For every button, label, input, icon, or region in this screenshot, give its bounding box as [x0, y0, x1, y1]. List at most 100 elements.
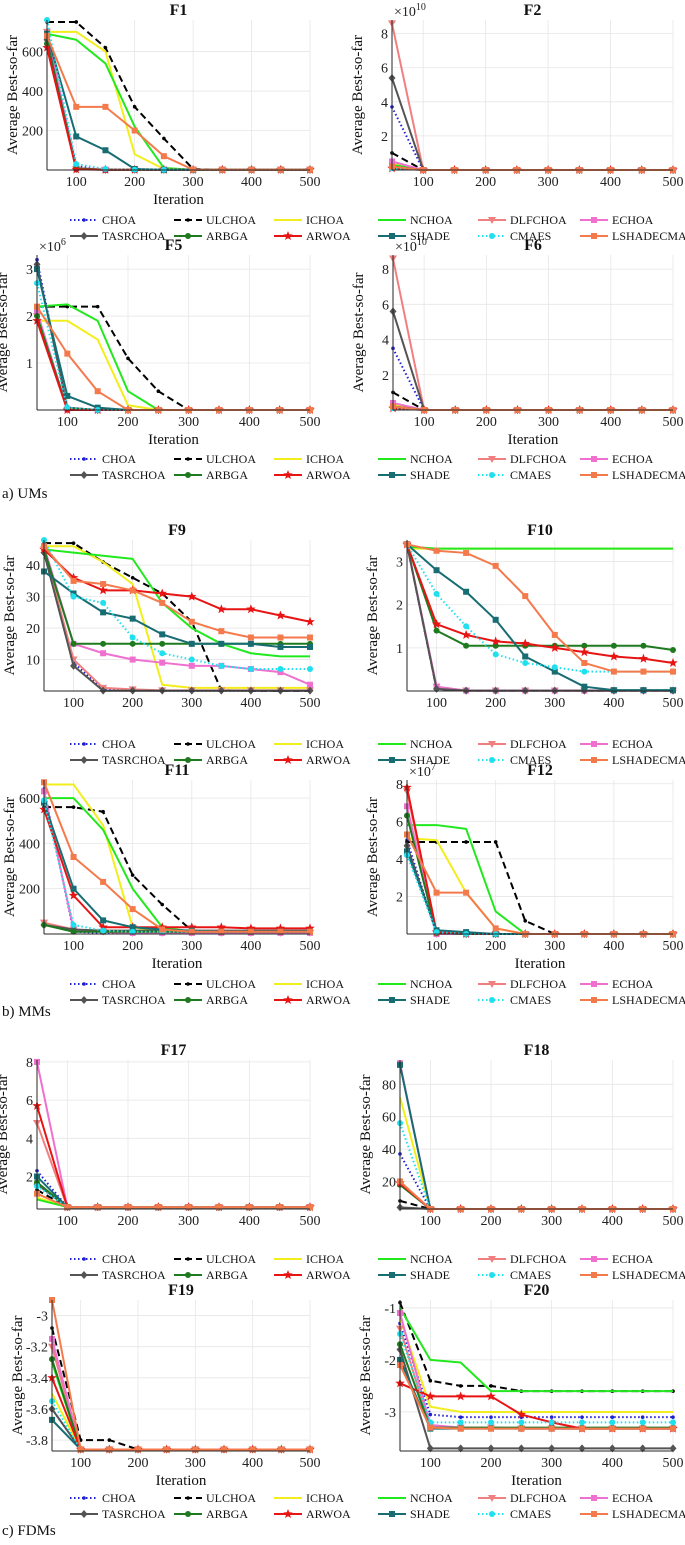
data-point-tasrchoa — [517, 1444, 525, 1453]
legend-marker-dlfchoa — [488, 217, 496, 224]
legend-label-lshadecma: LSHADECMA — [612, 993, 685, 1007]
legend-label-arbga: ARBGA — [206, 229, 248, 243]
chart-title: F11 — [165, 762, 190, 779]
legend-label-ichoa: ICHOA — [306, 452, 344, 466]
axis-exponent: ×1010 — [395, 237, 427, 255]
y-tick-label: 6 — [396, 815, 403, 830]
data-point-shade — [551, 668, 558, 675]
legend-label-tasrchoa: TASRCHOA — [102, 1268, 166, 1282]
y-tick-label: 4 — [26, 1132, 33, 1147]
legend-marker-shade — [389, 233, 395, 239]
data-point-tasrchoa — [578, 1444, 586, 1453]
data-point-lshadecma — [188, 618, 195, 625]
y-tick-label: 80 — [382, 1078, 396, 1093]
data-point-ulchoa — [103, 45, 108, 50]
data-point-lshadecma — [278, 1446, 285, 1453]
data-point-shade — [159, 631, 166, 638]
y-tick-label: 200 — [19, 883, 40, 898]
x-tick-label: 100 — [420, 1456, 441, 1471]
data-point-cmaes — [218, 662, 225, 669]
x-axis-label: Iteration — [508, 432, 559, 448]
data-point-cmaes — [129, 634, 136, 641]
x-tick-label: 300 — [181, 939, 202, 954]
x-axis-label: Iteration — [156, 1473, 207, 1489]
legend-label-arwoa: ARWOA — [306, 753, 351, 767]
y-axis-label: Average Best-so-far — [358, 1074, 374, 1194]
legend-marker-dlfchoa — [488, 981, 496, 988]
data-point-ulchoa — [160, 902, 165, 907]
x-tick-label: 400 — [600, 175, 621, 190]
data-point-lshadecma — [581, 659, 588, 666]
data-point-ulchoa — [74, 20, 79, 24]
x-tick-label: 400 — [600, 415, 621, 430]
data-point-lshadecma — [135, 1446, 141, 1453]
data-point-shade — [492, 616, 499, 623]
data-point-lshadecma — [579, 1425, 585, 1432]
data-point-arwoa — [431, 619, 442, 629]
y-tick-label: -3 — [36, 1310, 48, 1325]
data-point-arwoa — [305, 616, 315, 626]
legend-label-echoa: ECHOA — [612, 1491, 654, 1505]
legend-marker-tasrchoa — [80, 996, 88, 1004]
chart-title: F18 — [524, 1042, 550, 1059]
legend-marker-shade — [389, 1272, 395, 1278]
x-tick-label: 300 — [178, 1214, 199, 1229]
legend-label-dlfchoa: DLFCHOA — [510, 1491, 567, 1505]
y-tick-label: 400 — [22, 85, 43, 100]
chart-panel-f5: 100 200 300 400 500 1 2 3 F5 ×106 Average Best-so-… — [0, 237, 321, 448]
data-point-arwoa — [68, 572, 79, 582]
y-tick-label: -3.6 — [26, 1403, 48, 1418]
y-tick-label: 6 — [381, 62, 388, 77]
legend-marker-arwoa — [283, 755, 293, 765]
legend-marker-dlfchoa — [488, 741, 496, 748]
legend-marker-arbga — [185, 1511, 191, 1517]
x-tick-label: 100 — [413, 175, 434, 190]
legend-label-lshadecma: LSHADECMA — [612, 1268, 685, 1282]
legend-label-ulchoa: ULCHOA — [206, 213, 256, 227]
y-tick-label: 600 — [22, 46, 43, 61]
data-point-cmaes — [492, 651, 499, 658]
x-tick-label: 100 — [63, 939, 84, 954]
legend-marker-cmaes — [489, 1272, 495, 1278]
x-tick-label: 500 — [663, 696, 684, 711]
chart-title: F6 — [524, 237, 542, 254]
legend-label-tasrchoa: TASRCHOA — [102, 1507, 166, 1521]
data-point-cmaes — [102, 166, 109, 173]
plot-area — [37, 255, 310, 410]
y-axis-label: Average Best-so-far — [365, 555, 381, 675]
y-tick-label: 8 — [26, 1056, 33, 1071]
data-point-shade — [100, 917, 107, 924]
legend-label-ichoa: ICHOA — [306, 213, 344, 227]
legend-marker-choa — [82, 218, 86, 222]
data-point-lshadecma — [277, 928, 284, 935]
data-point-lshadecma — [94, 1204, 101, 1211]
series-line-shade — [43, 570, 310, 648]
legend-marker-echoa — [591, 1495, 597, 1501]
data-point-arbga — [463, 642, 470, 649]
chart-panel-f17: 100 200 300 400 500 2 4 6 8 F17 Average Best-so-fa… — [0, 1042, 321, 1229]
data-point-shade — [102, 147, 109, 154]
series-line-lshadecma — [51, 1299, 310, 1451]
legend-label-choa: CHOA — [102, 977, 136, 991]
data-point-shade — [670, 687, 676, 694]
legend-label-ulchoa: ULCHOA — [206, 737, 256, 751]
data-point-cmaes — [488, 1419, 494, 1426]
data-point-lshadecma — [163, 1446, 170, 1453]
legend-marker-tasrchoa — [80, 1271, 88, 1279]
data-point-lshadecma — [100, 581, 107, 588]
y-tick-label: 4 — [396, 853, 403, 868]
legend-marker-choa — [82, 742, 86, 746]
data-point-lshadecma — [188, 928, 195, 935]
legend-label-arbga: ARBGA — [206, 468, 248, 482]
data-point-arwoa — [668, 657, 678, 667]
legend-label-shade: SHADE — [410, 993, 450, 1007]
x-tick-label: 300 — [538, 175, 559, 190]
chart-panel-f19: 100 200 300 400 500 -3 -3.2 -3.4 -3.6 -3.8 F19 Aver… — [10, 1282, 321, 1489]
data-point-cmaes — [70, 593, 77, 600]
x-tick-label: 200 — [476, 415, 497, 430]
data-point-lshadecma — [64, 350, 71, 357]
data-point-cmaes — [581, 668, 588, 675]
chart-title: F9 — [168, 522, 186, 539]
legend-label-choa: CHOA — [102, 1491, 136, 1505]
